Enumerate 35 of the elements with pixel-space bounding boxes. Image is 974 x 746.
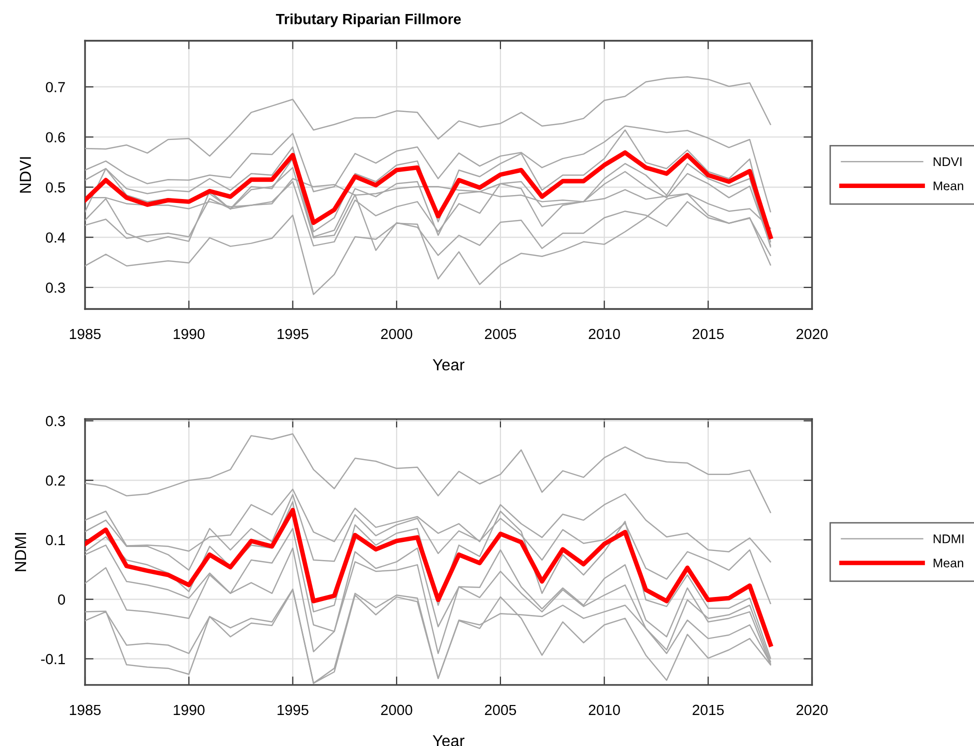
x-axis-title: Year <box>432 735 464 746</box>
x-tick-label: 1995 <box>278 328 308 340</box>
x-tick-label: 1985 <box>70 704 101 716</box>
y-tick-label: 0.3 <box>46 282 65 293</box>
text: Mean <box>934 558 964 568</box>
text: Mean <box>934 182 964 190</box>
y-tick-label: 0.7 <box>46 82 65 92</box>
text: NDMI <box>934 534 964 544</box>
x-tick-label: 2005 <box>484 704 516 716</box>
y-tick-label: 0.6 <box>46 132 65 142</box>
y-axis-title: NDMI <box>15 533 26 572</box>
x-tick-label: 2010 <box>588 328 620 340</box>
x-tick-label: 2015 <box>692 328 724 340</box>
x-tick-label: 1990 <box>174 704 205 716</box>
x-tick-label: 2010 <box>588 704 620 716</box>
x-tick-label: 2020 <box>796 704 828 716</box>
y-tick-label: 0.2 <box>46 475 65 486</box>
x-tick-label: 2000 <box>381 704 412 716</box>
x-tick-label: 2000 <box>381 328 412 340</box>
y-tick-label: 0.3 <box>46 416 65 426</box>
y-tick-label: -0.1 <box>41 654 65 664</box>
x-axis-title: Year <box>432 359 464 370</box>
x-tick-label: 2020 <box>796 328 828 340</box>
y-tick-label: 0.1 <box>46 534 65 546</box>
x-tick-label: 1995 <box>278 704 308 716</box>
text: NDVI <box>934 157 962 166</box>
chart-title: Tributary Riparian Fillmore <box>276 13 461 28</box>
y-tick-label: 0 <box>58 594 66 605</box>
y-tick-label: 0.4 <box>46 232 66 243</box>
y-axis-title: NDVI <box>20 157 31 193</box>
x-tick-label: 2015 <box>692 704 724 716</box>
x-tick-label: 1985 <box>70 328 101 340</box>
y-tick-label: 0.5 <box>46 182 65 193</box>
x-tick-label: 1990 <box>174 328 205 340</box>
x-tick-label: 2005 <box>484 328 516 340</box>
